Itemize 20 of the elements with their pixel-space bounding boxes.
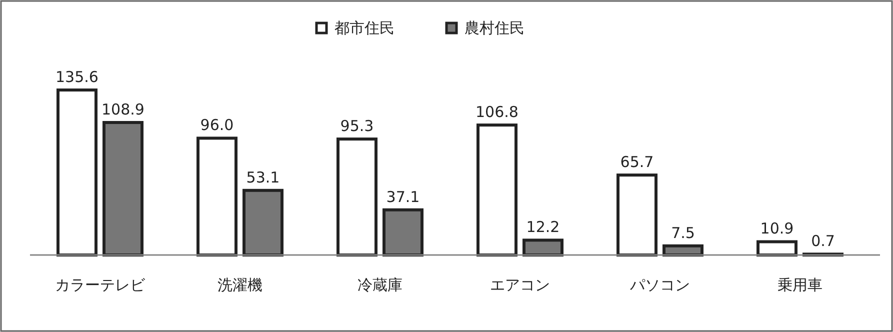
data-label: 12.2 [526,218,560,236]
data-label: 7.5 [671,224,695,242]
data-label: 106.8 [476,103,518,122]
data-label: 10.9 [760,220,794,238]
x-tick-label: カラーテレビ [55,276,146,294]
data-label: 65.7 [620,153,654,172]
x-tick-label: 洗濯機 [218,276,262,294]
data-label: 0.7 [811,232,835,250]
data-label: 95.3 [340,117,374,136]
data-label: 108.9 [102,100,144,118]
x-tick-label: 冷蔵庫 [358,276,402,294]
x-tick-label: 乗用車 [778,276,822,294]
legend-label: 農村住民 [464,19,524,37]
x-tick-label: エアコン [490,276,550,294]
data-label: 53.1 [246,168,280,186]
data-label: 37.1 [386,188,420,206]
data-label: 135.6 [56,68,98,86]
legend-label: 都市住民 [334,19,394,37]
x-tick-label: パソコン [629,276,690,294]
data-label: 96.0 [200,116,234,134]
